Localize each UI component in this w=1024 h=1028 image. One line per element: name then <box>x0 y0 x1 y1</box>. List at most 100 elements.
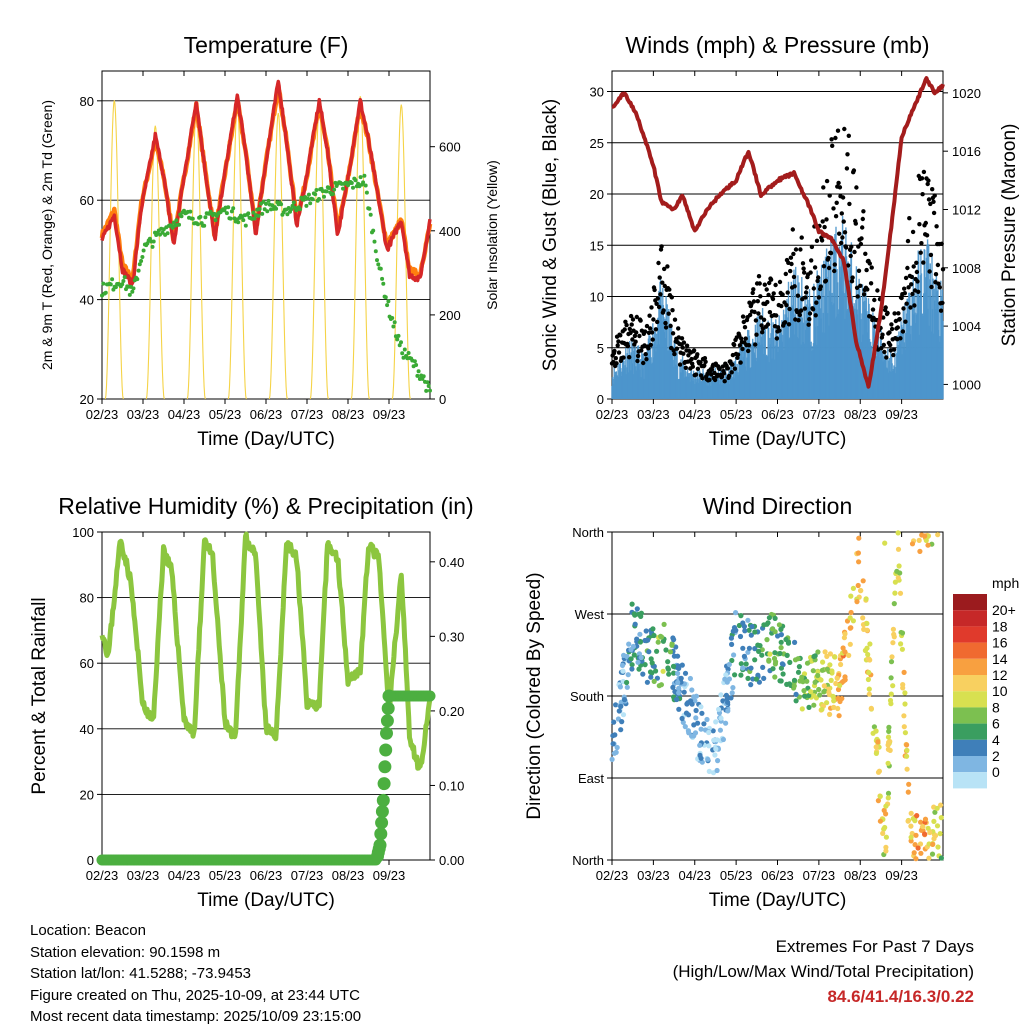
dewpoint-point <box>400 351 405 356</box>
direction-point <box>730 685 736 691</box>
legend-swatch <box>953 772 987 789</box>
gust-point <box>909 274 914 280</box>
dewpoint-point <box>304 203 309 208</box>
gust-point <box>651 317 656 322</box>
gust-point <box>659 244 664 249</box>
dewpoint-point <box>150 244 155 249</box>
direction-point <box>671 637 677 643</box>
direction-point <box>675 670 681 677</box>
direction-point <box>934 805 940 811</box>
gust-point <box>762 282 767 287</box>
gust-point <box>676 326 681 331</box>
gust-point <box>860 225 865 230</box>
direction-point <box>683 710 690 716</box>
gust-point <box>889 322 894 327</box>
direction-point <box>828 677 834 684</box>
gust-point <box>850 275 855 280</box>
gust-point <box>883 305 888 310</box>
direction-point <box>716 706 722 712</box>
gust-point <box>756 311 761 316</box>
gust-point <box>812 265 818 270</box>
gust-point <box>927 269 932 274</box>
dewpoint-point <box>165 231 170 236</box>
direction-point <box>885 790 892 797</box>
direction-point <box>780 671 786 677</box>
direction-point <box>695 720 701 726</box>
gust-point <box>635 358 640 364</box>
dewpoint-point <box>202 223 207 228</box>
x-tick-label: 09/23 <box>373 407 406 422</box>
gust-point <box>633 339 638 344</box>
x-tick-label: 04/23 <box>678 407 711 422</box>
direction-point <box>811 702 817 708</box>
direction-point <box>847 625 853 631</box>
gust-point <box>799 235 804 240</box>
gust-point <box>628 313 634 319</box>
direction-point <box>660 668 666 674</box>
dewpoint-point <box>265 209 270 214</box>
legend-swatch <box>953 691 987 708</box>
gust-point <box>690 364 695 369</box>
dewpoint-point <box>386 299 391 304</box>
direction-point <box>831 698 837 704</box>
dewpoint-point <box>385 303 390 308</box>
direction-point <box>698 704 704 710</box>
gust-point <box>809 258 814 263</box>
direction-point <box>934 823 941 829</box>
direction-point <box>876 768 883 774</box>
direction-point <box>682 670 689 676</box>
gust-point <box>643 352 648 357</box>
gust-point <box>833 214 839 219</box>
gust-point <box>717 366 722 372</box>
gust-point <box>632 333 638 339</box>
gust-point <box>798 308 804 313</box>
dewpoint-point <box>395 337 400 342</box>
direction-point <box>902 690 908 696</box>
gust-point <box>925 181 930 187</box>
gust-point <box>903 319 908 324</box>
direction-point <box>769 626 776 632</box>
direction-point <box>626 641 632 647</box>
dewpoint-point <box>425 380 430 385</box>
direction-point <box>714 767 720 774</box>
gust-point <box>823 278 829 283</box>
direction-point <box>783 636 789 643</box>
gust-point <box>623 319 628 324</box>
gust-point <box>891 347 897 352</box>
y-right-tick-label: 1020 <box>952 86 981 101</box>
gust-point <box>746 348 751 354</box>
direction-point <box>741 653 748 660</box>
dewpoint-point <box>414 363 419 367</box>
dewpoint-point <box>330 192 335 196</box>
x-tick-label: 02/23 <box>596 868 629 883</box>
gust-point <box>757 281 762 286</box>
gust-point <box>661 308 666 313</box>
gust-point <box>826 265 832 271</box>
gust-point <box>644 357 649 362</box>
direction-point <box>840 645 846 651</box>
direction-point <box>891 631 897 637</box>
direction-point <box>732 672 738 678</box>
y-tick-label: 20 <box>80 392 94 407</box>
direction-point <box>628 656 634 662</box>
dewpoint-point <box>314 188 319 192</box>
direction-point <box>684 701 690 707</box>
direction-point <box>820 659 826 665</box>
y-tick-label: 30 <box>590 85 604 100</box>
dewpoint-point <box>392 320 397 325</box>
direction-point <box>864 627 870 633</box>
gust-point <box>864 267 869 273</box>
gust-point <box>844 245 849 250</box>
gust-point <box>641 360 646 366</box>
gust-point <box>671 348 676 353</box>
gust-point <box>639 348 644 353</box>
direction-point <box>710 728 716 734</box>
gust-point <box>940 267 946 272</box>
dewpoint-point <box>228 216 233 221</box>
direction-point <box>925 825 931 831</box>
direction-point <box>900 682 906 688</box>
x-tick-label: 08/23 <box>844 868 877 883</box>
precip-point <box>375 816 389 830</box>
gust-point <box>814 300 819 305</box>
